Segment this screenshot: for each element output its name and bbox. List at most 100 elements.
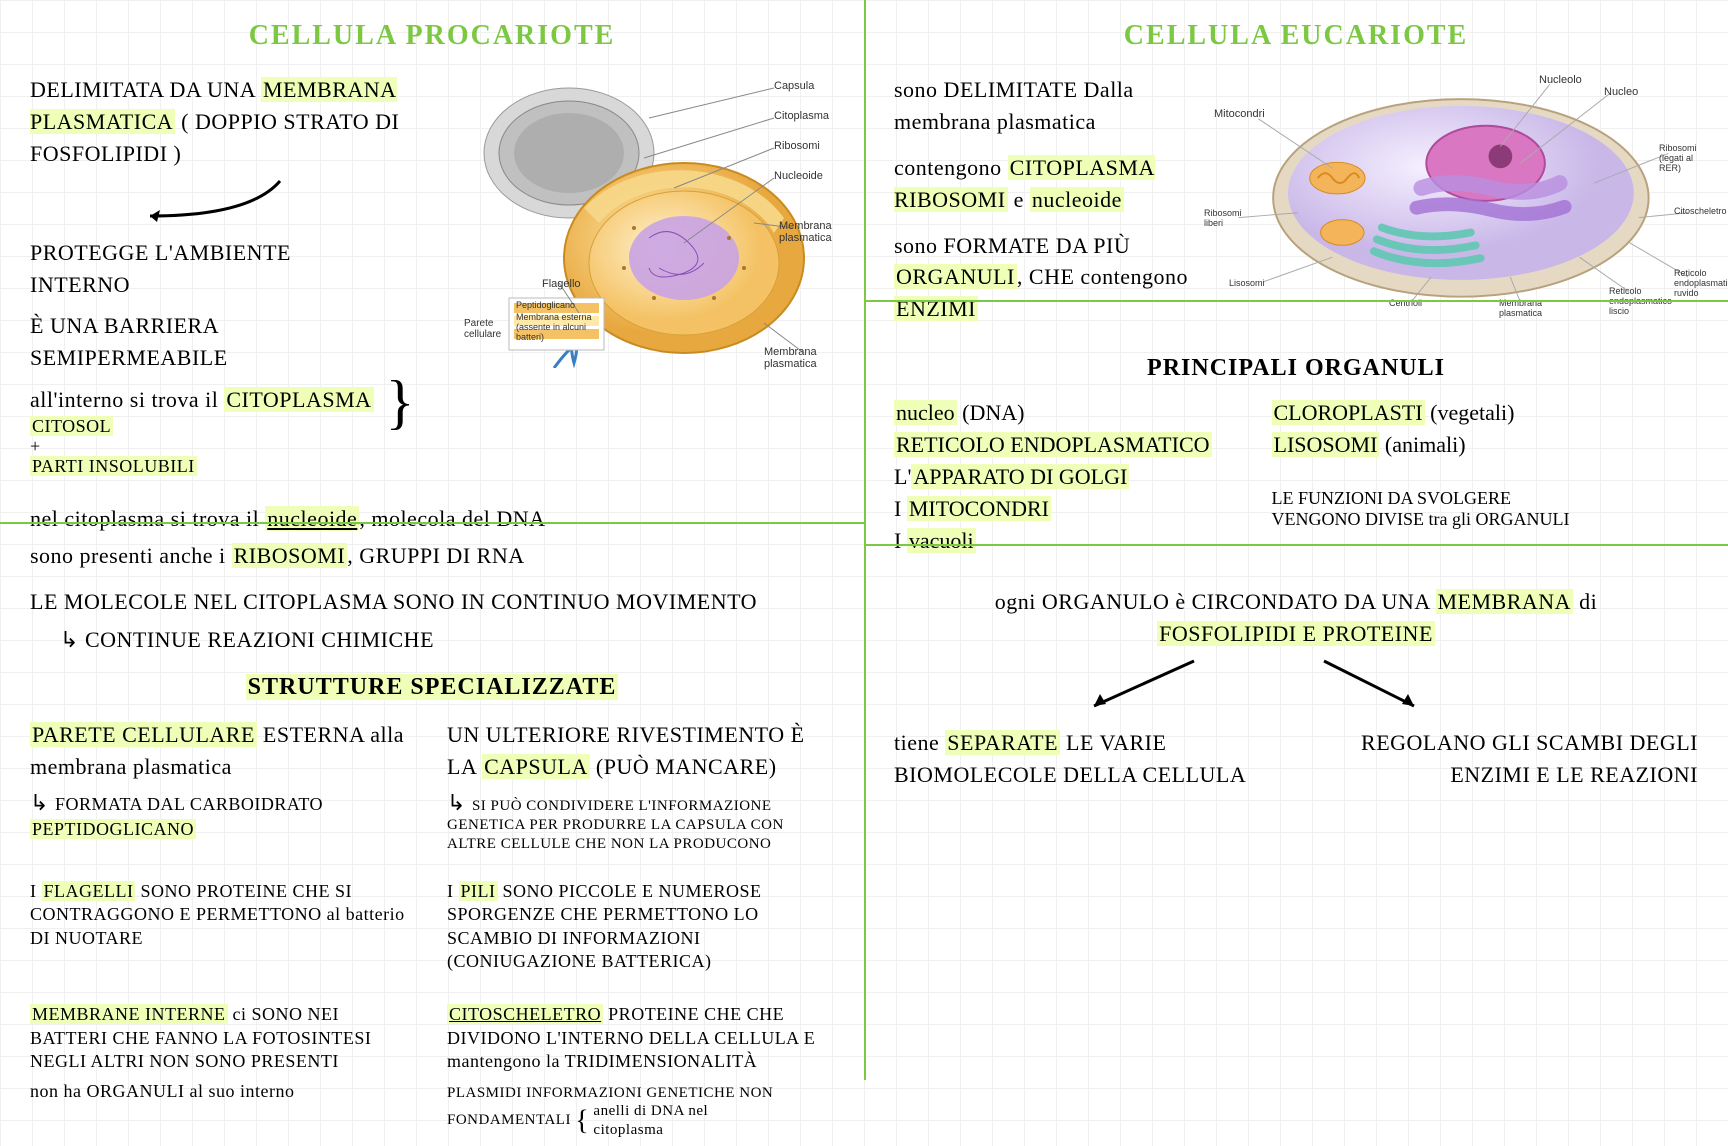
hl: FLAGELLI [42,881,136,901]
t: (PUÒ MANCARE) [590,754,777,779]
r-m3: REGOLANO GLI SCAMBI DEGLI ENZIMI E LE RE… [1311,727,1698,791]
t: contengono [894,155,1008,180]
prokaryote-diagram: Capsula Citoplasma Ribosomi Nucleoide Me… [474,68,834,368]
r-m1: ogni ORGANULO è CIRCONDATO DA UNA MEMBRA… [894,586,1698,650]
right-hline1 [864,300,1728,302]
r-m2: tiene SEPARATE LE VARIE BIOMOLECOLE DELL… [894,727,1281,791]
t: sono FORMATE DA PIÙ [894,233,1130,258]
t: I [894,528,907,553]
s2: UN ULTERIORE RIVESTIMENTO È LA CAPSULA (… [447,719,834,783]
t: PARTI INSOLUBILI [30,456,197,476]
hl: nucleo [894,400,957,425]
s5c: non ha ORGANULI al suo interno [30,1080,417,1103]
hl: vacuoli [907,528,976,553]
right-column: CELLULA EUCARIOTE sono DELIMITATE Dalla … [864,0,1728,1080]
lbl: Ribosomi [774,140,820,152]
hl: PEPTIDOGLICANO [30,819,196,839]
split-arrows [894,656,1698,716]
left-column: CELLULA PROCARIOTE DELIMITATA DA UNA MEM… [0,0,864,1080]
lbl: Membrana esterna (assente in alcuni batt… [516,312,606,342]
organelles-list: nucleo (DNA) RETICOLO ENDOPLASMATICO L'A… [894,394,1698,560]
lbl: Citoscheletro [1674,206,1727,216]
r-p2: contengono CITOPLASMA RIBOSOMI e nucleoi… [894,152,1194,216]
t: (animali) [1379,432,1465,457]
t: e [1008,187,1030,212]
lbl: Nucleolo [1539,74,1582,86]
arrow-down [130,176,330,226]
lbl: Ribosomi (legati al RER) [1659,143,1698,173]
left-p4: all'interno si trova il CITOPLASMA } CIT… [30,384,464,476]
lbl: Nucleo [1604,86,1638,98]
left-p7: LE MOLECOLE NEL CITOPLASMA SONO IN CONTI… [30,586,834,618]
right-hline2 [864,544,1728,546]
lbl: Flagello [542,278,581,290]
t: tiene [894,730,945,755]
lbl: Lisosomi [1229,278,1265,288]
t: + [30,436,41,456]
list-item: LISOSOMI (animali) [1272,432,1572,458]
hl: SEPARATE [945,730,1060,755]
list-item: nucleo (DNA) [894,400,1212,426]
hl: CAPSULA [482,754,590,779]
lbl: Citoplasma [774,110,829,122]
t: , CHE contengono [1017,264,1188,289]
org-note: LE FUNZIONI DA SVOLGERE VENGONO DIVISE t… [1272,488,1572,530]
left-h2: STRUTTURE SPECIALIZZATE [246,674,619,700]
t: CITOSOL [30,416,113,436]
list-item: I MITOCONDRI [894,496,1212,522]
right-title: CELLULA EUCARIOTE [894,20,1698,52]
right-h2: PRINCIPALI ORGANULI [894,355,1698,382]
hl: PARETE CELLULARE [30,722,257,747]
t: (DNA) [957,400,1025,425]
list-item: RETICOLO ENDOPLASMATICO [894,432,1212,458]
lbl: Peptidoglicano [516,300,575,310]
lbl: Membrana plasmatica [779,220,834,244]
s1: PARETE CELLULARE ESTERNA alla membrana p… [30,719,417,783]
t: L' [894,464,911,489]
t: I [30,881,42,901]
lbl: Parete cellulare [464,318,509,340]
hl: FOSFOLIPIDI E PROTEINE [1157,621,1435,646]
lbl: Mitocondri [1214,108,1265,120]
t: anelli di DNA nel citoplasma [593,1102,733,1140]
r-p3: sono FORMATE DA PIÙ ORGANULI, CHE conten… [894,230,1194,326]
t: (vegetali) [1425,400,1515,425]
t: ogni ORGANULO è CIRCONDATO DA UNA [995,589,1436,614]
t: , GRUPPI DI RNA [347,543,524,568]
s1c: FORMATA DAL CARBOIDRATO PEPTIDOGLICANO [30,789,417,841]
hl: RIBOSOMI [232,543,348,568]
lbl: Nucleoide [774,170,823,182]
hl: APPARATO DI GOLGI [911,464,1129,489]
hl: LISOSOMI [1272,432,1380,457]
t: DELIMITATA DA UNA [30,77,261,102]
lbl: Membrana plasmatica [764,346,834,370]
t: I [894,496,907,521]
s3: I FLAGELLI SONO PROTEINE CHE SI CONTRAGG… [30,880,417,950]
hl: ORGANULI [894,264,1017,289]
t: nel citoplasma si trova il [30,506,265,531]
t: di [1573,589,1597,614]
s6: CITOSCHELETRO PROTEINE CHE CHE DIVIDONO … [447,1003,834,1073]
lbl: Ribosomi liberi [1204,208,1249,228]
list-item: L'APPARATO DI GOLGI [894,464,1212,490]
t: all'interno si trova il [30,387,224,412]
hl: MEMBRANA [1436,589,1574,614]
s2d: SI PUÒ CONDIVIDERE L'INFORMAZIONE GENETI… [447,789,834,854]
hl: CLOROPLASTI [1272,400,1425,425]
left-p3: È UNA BARRIERA SEMIPERMEABILE [30,310,310,374]
list-item: CLOROPLASTI (vegetali) [1272,400,1572,426]
t: FORMATA DAL CARBOIDRATO [55,794,323,814]
list-item: I vacuoli [894,528,1212,554]
left-title: CELLULA PROCARIOTE [30,20,834,52]
hl: RETICOLO ENDOPLASMATICO [894,432,1212,457]
lbl: Reticolo endoplasmatico ruvido [1674,268,1728,298]
s5: MEMBRANE INTERNE ci SONO NEI BATTERI CHE… [30,1003,417,1073]
left-p6: sono presenti anche i RIBOSOMI, GRUPPI D… [30,540,834,572]
lbl: Capsula [774,80,814,92]
left-hline [0,522,864,524]
t: I [447,881,459,901]
s4: I PILI SONO PICCOLE E NUMEROSE SPORGENZE… [447,880,834,974]
left-p1: DELIMITATA DA UNA MEMBRANA PLASMATICA ( … [30,74,464,170]
eukaryote-diagram: Nucleolo Nucleo Mitocondri Ribosomi (leg… [1204,68,1698,308]
hl: PILI [459,881,498,901]
